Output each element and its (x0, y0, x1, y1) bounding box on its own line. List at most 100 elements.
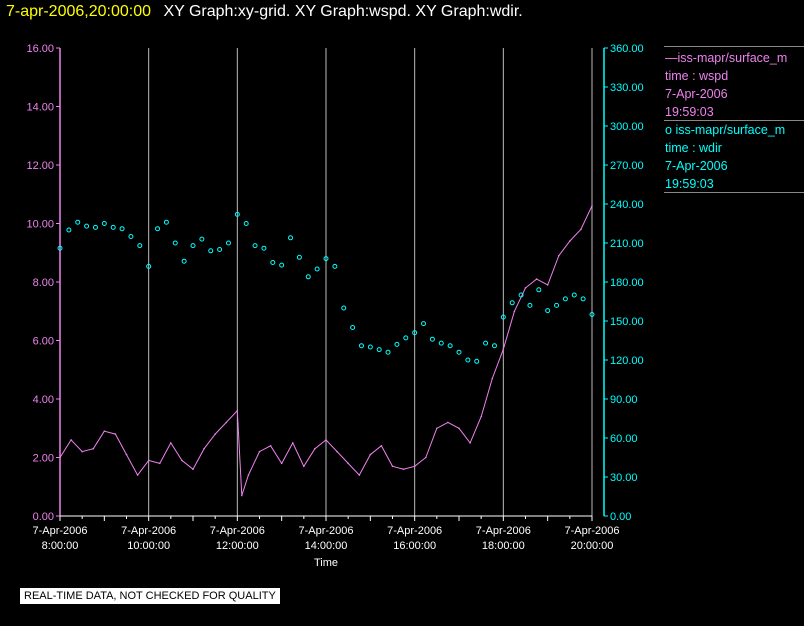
right-tick-label: 30.00 (610, 472, 638, 484)
wspd-point (136, 474, 139, 476)
wspd-point (569, 240, 571, 242)
left-tick-label: 0.00 (33, 511, 54, 523)
wspd-point (546, 284, 549, 286)
wspd-point (240, 494, 243, 497)
right-tick-label: 120.00 (610, 355, 644, 367)
legend-separator (664, 192, 804, 193)
wdir-point (75, 219, 81, 225)
x-tick-time: 8:00:00 (42, 540, 79, 552)
vertical-gridlines (148, 48, 593, 516)
legend-wspd-name[interactable]: —iss-mapr/surface_m (665, 51, 804, 65)
right-tick-label: 0.00 (610, 511, 631, 523)
wspd-point (557, 254, 560, 257)
x-tick-date: 7-Apr-2006 (387, 525, 442, 537)
wspd-point (591, 205, 593, 207)
wspd-point (336, 450, 338, 453)
wspd-point (380, 445, 383, 447)
x-tick-date: 7-Apr-2006 (121, 525, 176, 537)
right-tick-label: 180.00 (610, 277, 644, 289)
wdir-point (491, 343, 497, 349)
left-tick-label: 14.00 (26, 102, 54, 114)
left-tick-label: 10.00 (26, 219, 54, 231)
wdir-point (438, 340, 444, 346)
wdir-point (527, 302, 533, 308)
quality-disclaimer: REAL-TIME DATA, NOT CHECKED FOR QUALITY (20, 588, 280, 604)
wdir-point (376, 347, 382, 353)
right-tick-label: 240.00 (610, 199, 644, 211)
x-tick-time: 10:00:00 (127, 540, 170, 552)
wspd-point (413, 465, 416, 468)
wdir-point (137, 243, 143, 249)
left-tick-label: 4.00 (33, 394, 54, 406)
wspd-point (114, 433, 117, 435)
wdir-point (101, 221, 107, 226)
right-tick-label: 360.00 (610, 43, 644, 55)
wspd-series (59, 205, 593, 497)
wdir-point (341, 305, 347, 311)
wdir-point (163, 219, 169, 225)
wdir-point (296, 254, 302, 260)
legend-wdir-name[interactable]: o iss-mapr/surface_m (665, 123, 804, 137)
wspd-point (203, 447, 205, 450)
wspd-point (469, 442, 471, 444)
legend-wspd-source: iss-mapr/surface_m (677, 51, 788, 65)
legend-wdir-field: time : wdir (665, 141, 722, 155)
legend-wdir-time: 19:59:03 (665, 177, 714, 191)
header-datetime: 7-apr-2006,20:00:00 (6, 3, 151, 20)
wdir-point (270, 260, 276, 265)
wdir-point (465, 357, 471, 363)
right-tick-label: 60.00 (610, 433, 638, 445)
wdir-point (589, 312, 595, 317)
right-tick-label: 90.00 (610, 394, 638, 406)
wdir-point (367, 344, 373, 350)
wspd-point (358, 474, 361, 476)
x-axis-title: Time (314, 557, 338, 569)
wspd-line (59, 205, 593, 496)
wdir-point (314, 266, 320, 272)
wdir-point (554, 302, 560, 308)
wdir-point (234, 211, 240, 217)
x-tick-date: 7-Apr-2006 (210, 525, 265, 537)
wdir-point (146, 263, 152, 269)
wdir-point (155, 226, 161, 232)
x-tick-time: 12:00:00 (216, 540, 259, 552)
wdir-point (252, 243, 258, 249)
wdir-point (562, 296, 568, 302)
wspd-point (125, 453, 128, 456)
left-tick-label: 12.00 (26, 160, 54, 172)
wspd-point (192, 468, 194, 471)
wdir-point (279, 262, 285, 268)
wspd-point (170, 442, 172, 444)
wspd-point (325, 439, 327, 441)
wdir-point (84, 223, 90, 229)
wdir-point (305, 274, 311, 280)
wspd-point (502, 348, 505, 351)
right-tick-label: 150.00 (610, 316, 644, 328)
x-tick-time: 16:00:00 (393, 540, 436, 552)
legend-separator (664, 120, 804, 121)
wspd-point (447, 421, 449, 424)
wdir-point (225, 240, 231, 246)
wspd-point (92, 447, 95, 450)
wspd-point (436, 427, 438, 430)
wdir-series (57, 211, 595, 364)
wspd-point (103, 430, 106, 432)
right-tick-label: 330.00 (610, 82, 644, 94)
wdir-point (483, 340, 489, 346)
wdir-point (92, 224, 98, 230)
header-graph-list: XY Graph:xy-grid. XY Graph:wspd. XY Grap… (163, 3, 523, 20)
wspd-point (424, 456, 427, 459)
wspd-point (524, 287, 527, 289)
wspd-point (513, 310, 516, 313)
wdir-point (190, 243, 196, 249)
x-tick-date: 7-Apr-2006 (32, 525, 87, 537)
left-tick-label: 16.00 (26, 43, 54, 55)
x-tick-date: 7-Apr-2006 (476, 525, 531, 537)
left-tick-label: 8.00 (33, 277, 54, 289)
legend-wspd-time: 19:59:03 (665, 105, 714, 119)
wdir-point (509, 300, 515, 306)
wdir-point (66, 227, 72, 233)
legend-wdir-date: 7-Apr-2006 (665, 159, 728, 173)
wspd-point (236, 409, 239, 412)
